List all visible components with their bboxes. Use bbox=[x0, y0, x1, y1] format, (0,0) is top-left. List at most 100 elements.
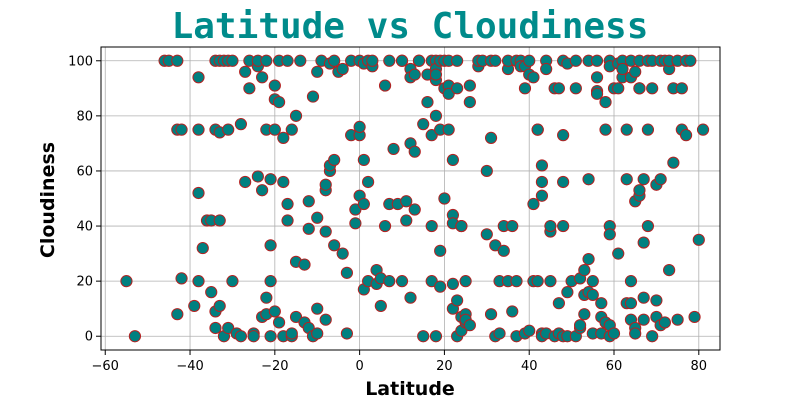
data-point bbox=[552, 297, 565, 310]
data-point bbox=[408, 203, 421, 216]
data-point bbox=[260, 54, 273, 67]
data-point bbox=[336, 247, 349, 260]
x-tick-label: 40 bbox=[521, 359, 538, 374]
data-point bbox=[289, 109, 303, 122]
data-point bbox=[480, 164, 493, 178]
data-point bbox=[302, 195, 315, 208]
data-point bbox=[688, 310, 701, 324]
data-point bbox=[302, 222, 315, 235]
x-tick-label: −60 bbox=[92, 359, 119, 374]
data-point bbox=[489, 54, 502, 67]
data-point bbox=[412, 54, 426, 67]
data-point bbox=[658, 316, 671, 329]
data-point bbox=[612, 82, 625, 95]
data-point bbox=[671, 313, 684, 326]
data-point bbox=[319, 178, 332, 191]
data-point bbox=[298, 258, 311, 271]
data-point bbox=[557, 219, 570, 233]
data-point bbox=[285, 327, 298, 340]
data-point bbox=[404, 291, 417, 304]
data-point bbox=[226, 275, 239, 288]
data-point bbox=[395, 54, 409, 67]
data-point bbox=[281, 214, 294, 227]
data-point bbox=[624, 275, 638, 288]
data-point bbox=[603, 228, 616, 241]
data-point bbox=[213, 214, 226, 227]
data-point bbox=[429, 68, 443, 81]
data-point bbox=[205, 286, 218, 299]
data-point bbox=[641, 123, 655, 136]
data-point bbox=[578, 308, 591, 321]
data-point bbox=[417, 118, 430, 131]
data-point bbox=[340, 266, 354, 279]
data-point bbox=[637, 236, 650, 249]
data-point bbox=[378, 79, 392, 92]
x-tick-label: 80 bbox=[691, 359, 708, 374]
y-tick-label: 40 bbox=[76, 220, 93, 235]
data-point bbox=[362, 175, 375, 189]
data-point bbox=[446, 153, 459, 167]
data-point bbox=[400, 195, 413, 208]
data-point bbox=[247, 330, 260, 343]
data-point bbox=[264, 173, 277, 186]
plot-frame bbox=[100, 46, 721, 351]
data-point bbox=[569, 82, 582, 95]
data-point bbox=[294, 54, 307, 67]
data-point bbox=[523, 324, 536, 337]
data-point bbox=[429, 109, 443, 122]
data-point bbox=[239, 175, 252, 189]
data-point bbox=[637, 291, 650, 304]
data-point bbox=[281, 197, 294, 211]
data-point bbox=[535, 189, 549, 202]
data-point bbox=[277, 175, 290, 189]
data-point bbox=[582, 253, 595, 266]
y-tick-label: 0 bbox=[85, 330, 93, 345]
data-point bbox=[256, 71, 269, 84]
data-point bbox=[523, 54, 536, 67]
data-point bbox=[696, 123, 710, 136]
data-point bbox=[586, 275, 599, 288]
data-point bbox=[408, 145, 421, 158]
data-point bbox=[196, 241, 209, 255]
x-tick-label: 20 bbox=[436, 359, 453, 374]
data-point bbox=[328, 54, 341, 67]
data-point bbox=[535, 159, 549, 172]
data-point bbox=[484, 131, 498, 144]
y-tick-label: 60 bbox=[76, 164, 93, 179]
data-point bbox=[268, 79, 281, 92]
data-point bbox=[578, 264, 591, 277]
data-point bbox=[557, 129, 570, 142]
data-point bbox=[311, 327, 324, 340]
data-point bbox=[667, 156, 680, 169]
data-point bbox=[226, 54, 239, 67]
data-point bbox=[234, 330, 248, 343]
data-point bbox=[175, 272, 188, 285]
data-point bbox=[569, 54, 582, 67]
data-point bbox=[272, 95, 286, 109]
data-point bbox=[175, 123, 188, 136]
data-point bbox=[561, 286, 574, 299]
data-point bbox=[484, 308, 498, 321]
data-point bbox=[222, 321, 235, 335]
data-point bbox=[319, 313, 332, 326]
data-point bbox=[188, 299, 201, 313]
data-point bbox=[480, 228, 493, 241]
data-point bbox=[624, 297, 638, 310]
data-point bbox=[620, 173, 633, 186]
data-point bbox=[646, 330, 659, 343]
data-point bbox=[311, 302, 324, 315]
data-point bbox=[192, 186, 205, 200]
data-point bbox=[612, 247, 625, 260]
data-point bbox=[272, 316, 286, 329]
data-point bbox=[654, 173, 667, 186]
data-point bbox=[451, 54, 464, 67]
data-point bbox=[637, 173, 650, 186]
data-point bbox=[544, 275, 557, 288]
data-point bbox=[442, 123, 455, 136]
data-point bbox=[663, 264, 676, 277]
y-axis-label: Cloudiness bbox=[37, 142, 59, 258]
data-point bbox=[328, 239, 341, 252]
x-tick-label: −40 bbox=[176, 359, 203, 374]
data-point bbox=[425, 219, 438, 233]
